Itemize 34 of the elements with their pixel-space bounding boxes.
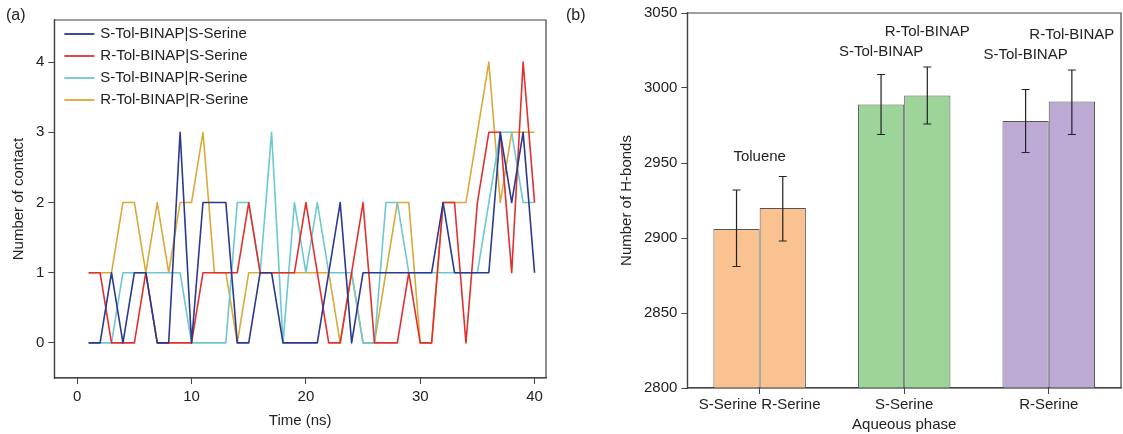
- x-tick-label: S-Serine: [875, 395, 934, 413]
- y-tick-label: 2950: [643, 153, 678, 171]
- x-tick-label: R-Serine: [1019, 395, 1079, 413]
- y-axis-title: Number of H-bonds: [617, 135, 635, 266]
- x-tick-label: 10: [183, 387, 200, 405]
- x-tick-label: S-Serine R-Serine: [698, 395, 821, 413]
- x-tick-label: 20: [297, 387, 315, 405]
- x-axis-title: Time (ns): [268, 411, 332, 429]
- legend-label: R-Tol-BINAP|S-Serine: [100, 46, 248, 64]
- y-tick-label: 3000: [643, 78, 678, 96]
- y-tick-label: 2850: [643, 303, 678, 321]
- annotation: Toluene: [733, 147, 786, 165]
- y-tick-label: 2900: [643, 228, 678, 246]
- legend-label: R-Tol-BINAP|R-Serine: [100, 90, 249, 108]
- annotation: S-Tol-BINAP: [983, 44, 1068, 62]
- y-tick-label: 2800: [643, 378, 678, 396]
- y-tick-label: 1: [36, 262, 45, 280]
- y-axis-title: Number of contact: [9, 136, 27, 261]
- y-tick-label: 4: [36, 52, 45, 70]
- legend-label: S-Tol-BINAP|R-Serine: [100, 68, 248, 86]
- chart-title: (a): [6, 6, 26, 24]
- y-tick-label: 0: [36, 333, 45, 351]
- y-tick-label: 2: [36, 192, 45, 210]
- annotation: R-Tol-BINAP: [884, 21, 970, 39]
- annotation: R-Tol-BINAP: [1029, 24, 1115, 42]
- y-tick-label: 3: [36, 122, 45, 140]
- y-tick-label: 3050: [643, 3, 678, 21]
- x-tick-label: 40: [526, 387, 543, 405]
- x-tick-label: 30: [411, 387, 429, 405]
- annotation: S-Tol-BINAP: [838, 41, 924, 59]
- x-tick-label: 0: [73, 387, 82, 405]
- legend-label: S-Tol-BINAP|S-Serine: [100, 24, 247, 42]
- x-axis-title: Aqueous phase: [852, 415, 957, 433]
- chart-title: (b): [566, 6, 586, 24]
